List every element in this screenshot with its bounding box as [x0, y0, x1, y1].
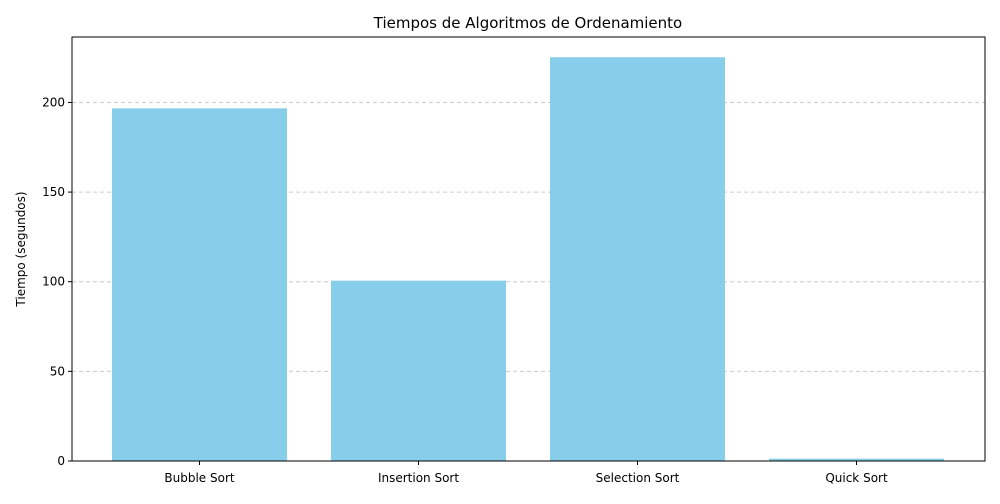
y-tick-label: 150: [42, 185, 65, 199]
y-tick-label: 0: [57, 454, 65, 468]
axes: [71, 36, 986, 462]
bars: [112, 57, 944, 461]
y-tick-label: 100: [42, 275, 65, 289]
bar: [112, 108, 287, 461]
x-tick-label: Bubble Sort: [164, 471, 234, 485]
x-tick-label: Insertion Sort: [378, 471, 459, 485]
plot-frame: [71, 36, 986, 462]
x-ticks: Bubble Sort Insertion Sort Selection Sort Q…: [164, 461, 888, 485]
y-tick-label: 50: [50, 364, 65, 378]
x-tick-label: Selection Sort: [596, 471, 680, 485]
y-tick-label: 200: [42, 95, 65, 109]
y-axis-label: Tiempo (segundos): [14, 191, 28, 307]
bar: [769, 458, 944, 461]
x-tick-label: Quick Sort: [825, 471, 888, 485]
chart-title: Tiempos de Algoritmos de Ordenamiento: [373, 14, 682, 32]
bar: [550, 57, 725, 461]
grid-lines: [72, 101, 985, 372]
y-ticks: 0 50 100 150 200: [42, 95, 72, 468]
bar: [331, 280, 506, 461]
